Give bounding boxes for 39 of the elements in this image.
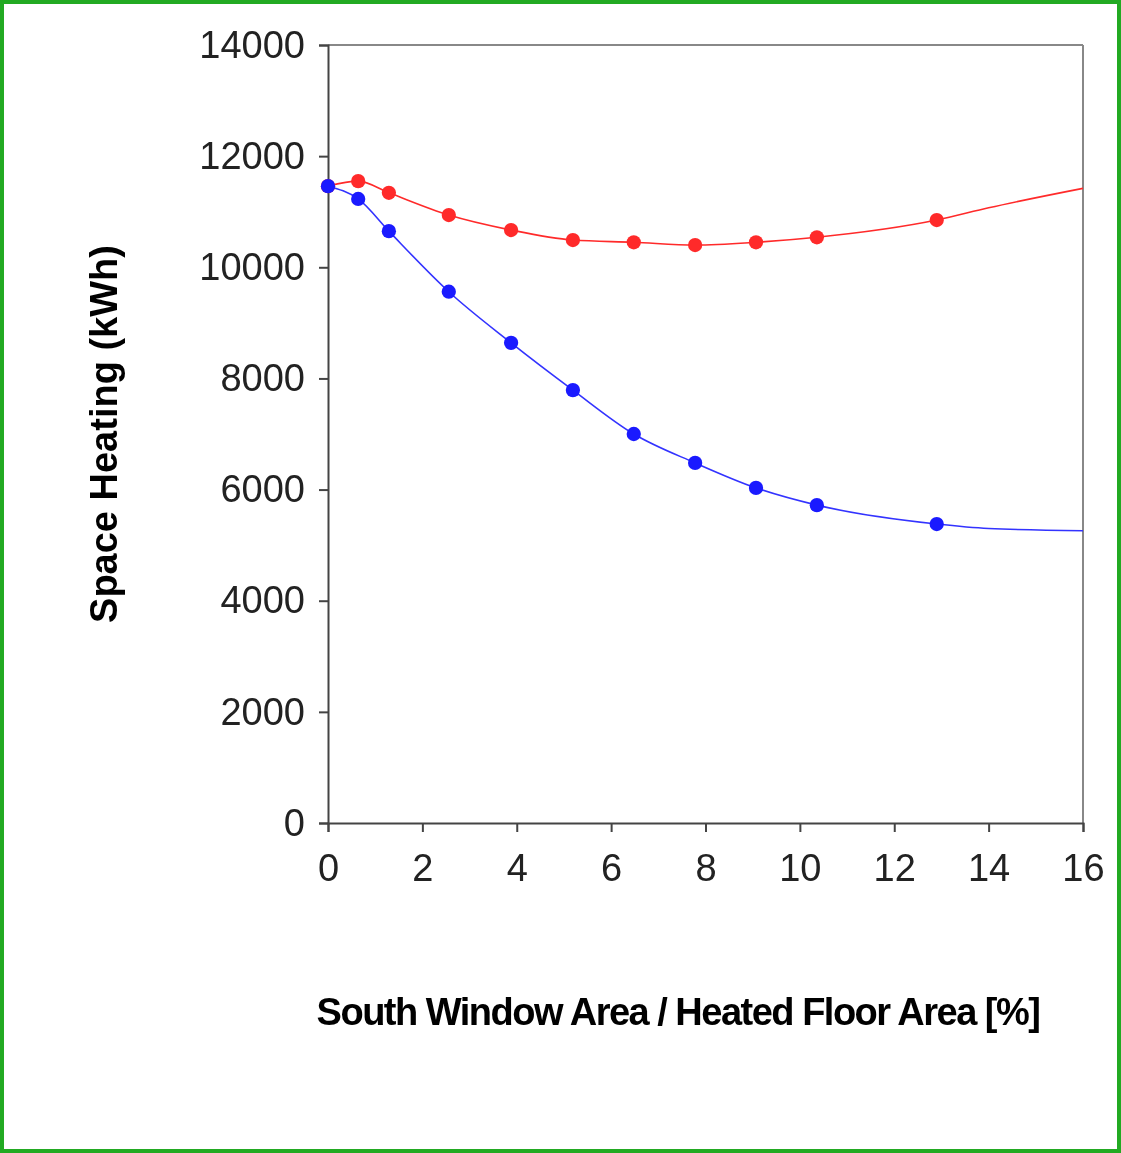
y-tick-label: 14000 bbox=[199, 23, 305, 66]
x-tick-label: 16 bbox=[1062, 846, 1105, 889]
y-tick-label: 4000 bbox=[220, 579, 305, 622]
point bbox=[503, 335, 519, 350]
point bbox=[809, 230, 824, 245]
point bbox=[441, 207, 456, 223]
y-tick-label: 0 bbox=[283, 801, 305, 844]
y-axis-title: Space Heating (kWh) bbox=[83, 245, 125, 623]
point bbox=[351, 191, 366, 207]
point bbox=[748, 480, 764, 496]
point bbox=[351, 174, 366, 189]
point bbox=[626, 235, 641, 250]
point bbox=[748, 235, 764, 250]
y-tick-label: 8000 bbox=[220, 357, 305, 400]
x-tick-label: 2 bbox=[412, 846, 434, 889]
x-tick-label: 12 bbox=[873, 846, 916, 889]
y-tick-label: 2000 bbox=[220, 690, 305, 733]
point bbox=[381, 224, 397, 239]
point bbox=[809, 498, 824, 513]
point bbox=[565, 382, 581, 398]
point bbox=[929, 212, 944, 228]
point bbox=[381, 185, 397, 200]
point bbox=[503, 222, 519, 238]
y-tick-label: 6000 bbox=[220, 468, 305, 511]
point bbox=[929, 516, 944, 532]
y-tick-label: 10000 bbox=[199, 245, 305, 288]
point bbox=[565, 232, 581, 248]
point bbox=[626, 426, 641, 442]
x-tick-label: 10 bbox=[779, 846, 822, 889]
x-tick-label: 14 bbox=[967, 846, 1011, 889]
x-tick-label: 8 bbox=[695, 846, 717, 889]
y-tick-label: 12000 bbox=[199, 134, 305, 177]
x-tick-label: 6 bbox=[601, 846, 623, 889]
x-tick-label: 4 bbox=[506, 846, 528, 889]
x-tick-label: 0 bbox=[317, 846, 340, 889]
x-axis-title: South Window Area / Heated Floor Area [%] bbox=[316, 991, 1040, 1033]
point bbox=[687, 455, 703, 471]
point bbox=[687, 237, 703, 253]
point bbox=[441, 284, 456, 299]
